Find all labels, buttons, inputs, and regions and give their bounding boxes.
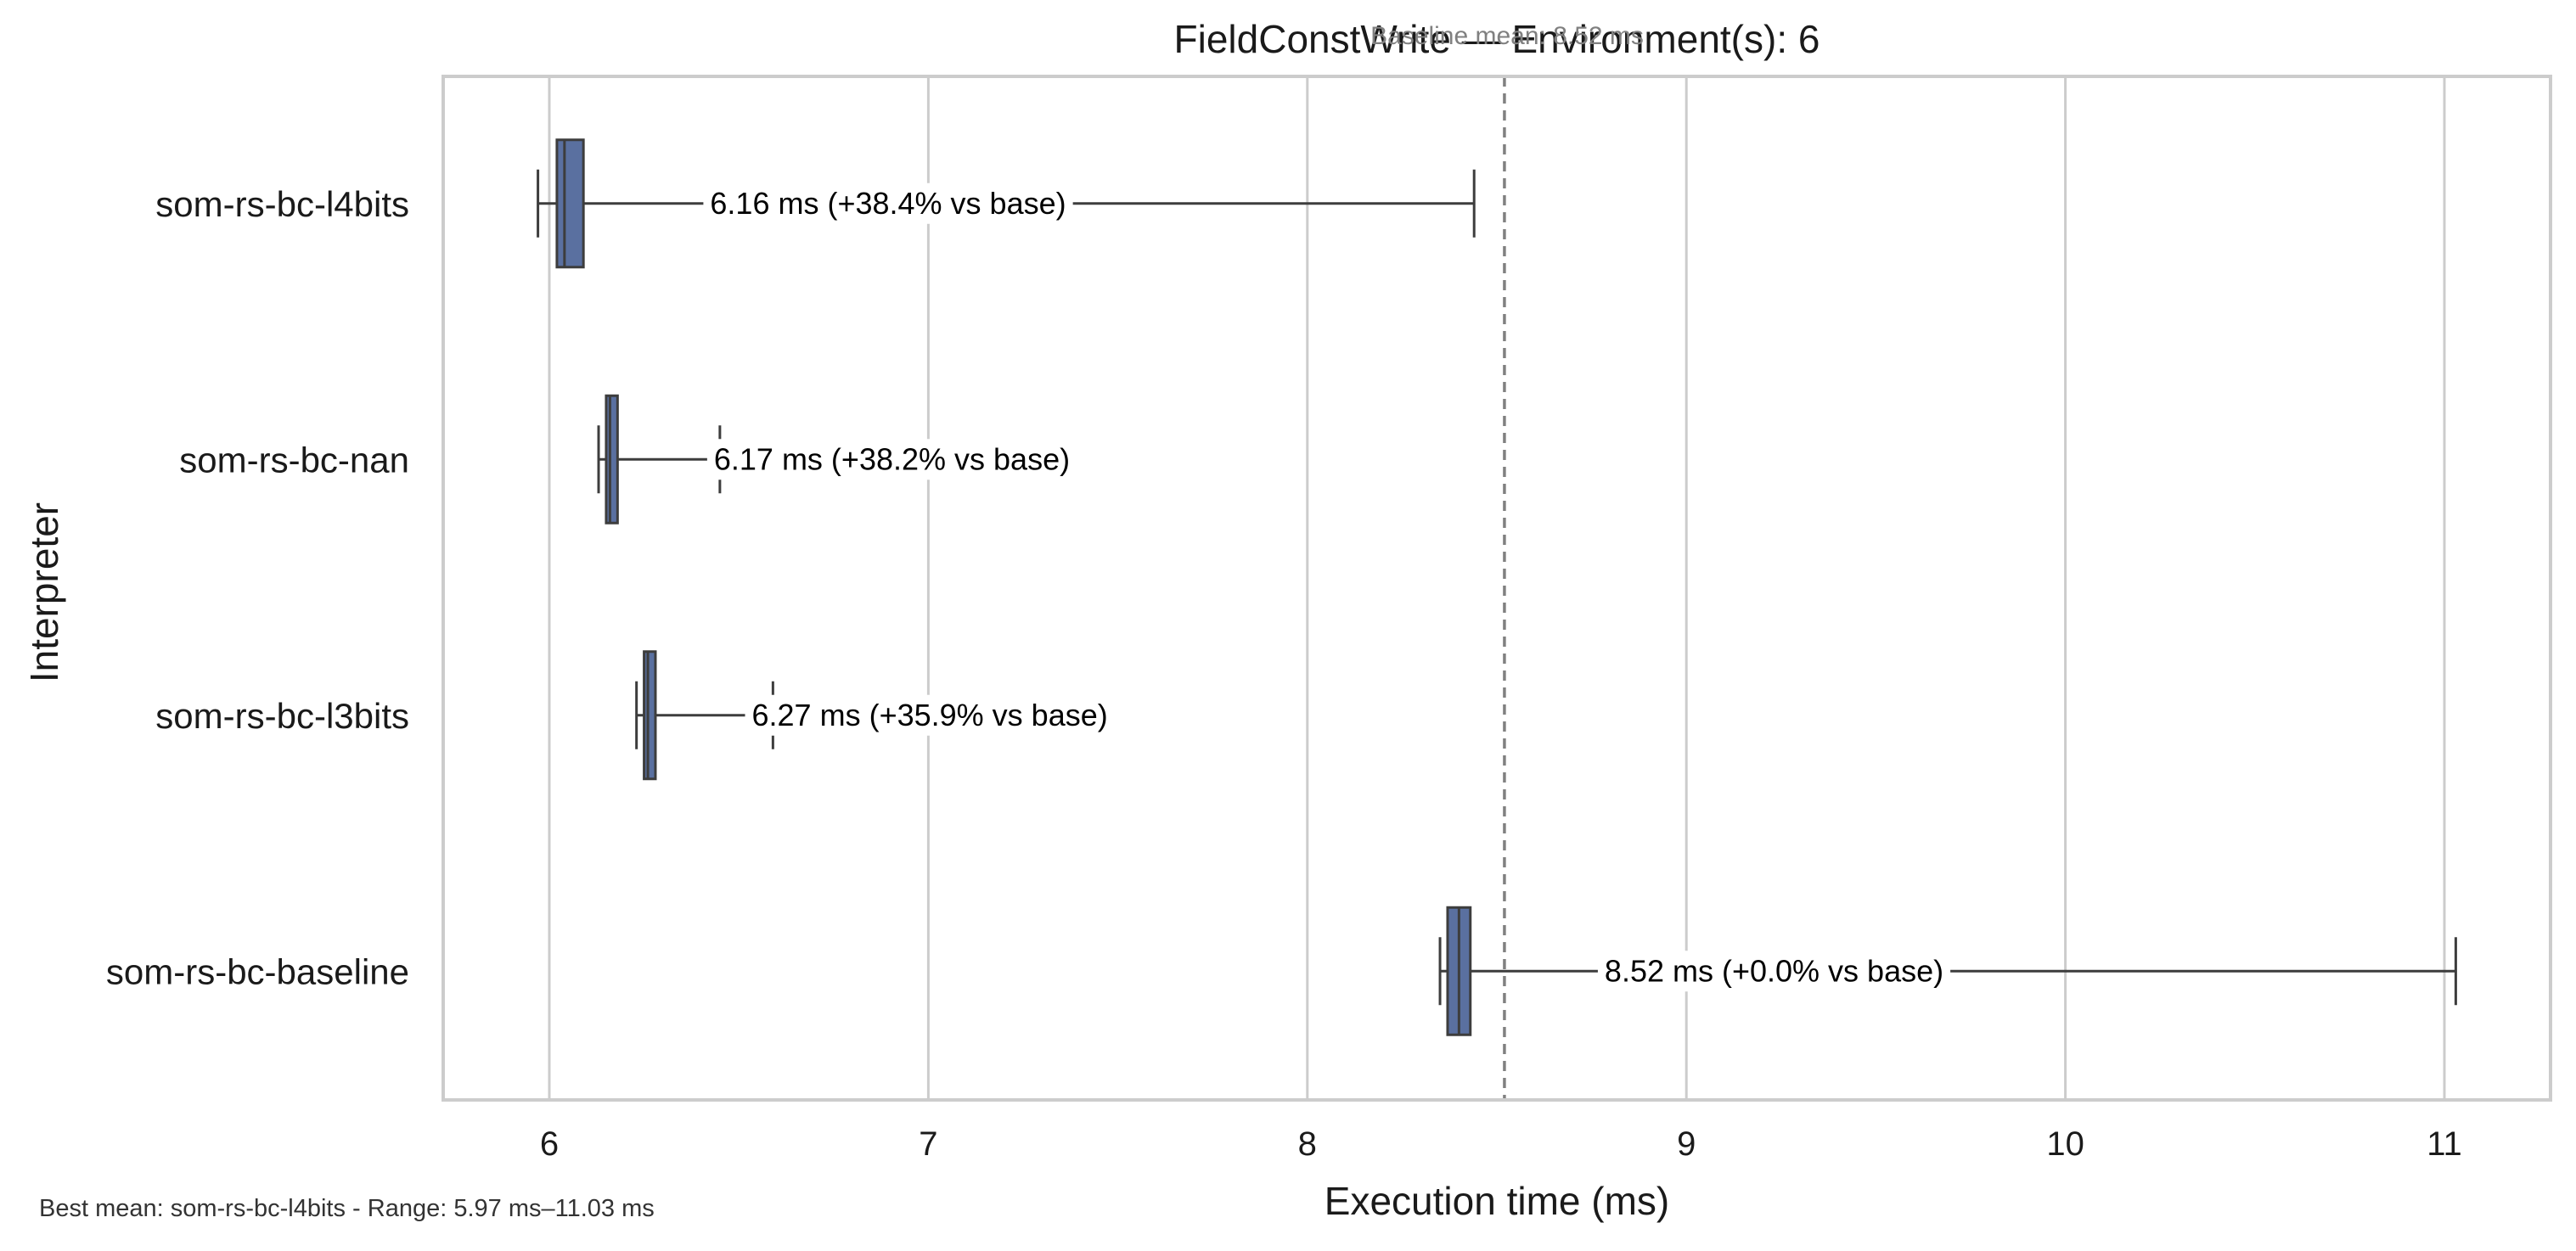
data-label-background [1597,951,1951,992]
data-label: 8.52 ms (+0.0% vs base) [1605,953,1943,988]
footnote: Best mean: som-rs-bc-l4bits - Range: 5.9… [39,1195,655,1222]
tick-labels: 6 7 8 9 10 11 som-rs-bc-l4bits som-rs-bc-nan som… [106,184,2462,1163]
box-iqr [605,394,619,525]
grid-lines [548,76,2446,1100]
data-label: 6.16 ms (+38.4% vs base) [710,186,1066,221]
data-label-background [706,439,1077,480]
box-group: 6.27 ms (+35.9% vs base) [635,650,1115,781]
data-label-background [745,694,1115,736]
x-tick-label: 8 [1298,1125,1317,1163]
y-tick-label: som-rs-bc-l3bits [155,696,409,736]
data-label-background [703,182,1073,224]
x-tick-label: 9 [1677,1125,1696,1163]
data-label: 6.27 ms (+35.9% vs base) [752,698,1108,732]
box-iqr [555,138,585,269]
plot-frame [442,75,2552,1102]
x-tick-label: 7 [919,1125,937,1163]
x-axis-label: Execution time (ms) [1325,1179,1669,1223]
box-series: 6.16 ms (+38.4% vs base) 6.17 ms (+38.2% … [537,138,2457,1036]
box-iqr [643,650,657,781]
chart-title: FieldConstWrite — Environment(s): 6 [1174,17,1820,61]
box-group: 6.16 ms (+38.4% vs base) [537,138,1476,269]
y-tick-label: som-rs-bc-nan [179,440,409,480]
x-tick-label: 10 [2046,1125,2084,1163]
data-label: 6.17 ms (+38.2% vs base) [714,441,1070,476]
box-group: 8.52 ms (+0.0% vs base) [1438,906,2457,1036]
y-axis-label: Interpreter [22,502,66,682]
x-tick-label: 11 [2427,1125,2462,1163]
y-tick-label: som-rs-bc-baseline [106,951,409,991]
box-group: 6.17 ms (+38.2% vs base) [597,394,1077,525]
x-tick-label: 6 [540,1125,559,1163]
y-tick-label: som-rs-bc-l4bits [155,184,409,224]
baseline-annotation: Baseline mean: 8.52 ms [1370,22,1644,50]
